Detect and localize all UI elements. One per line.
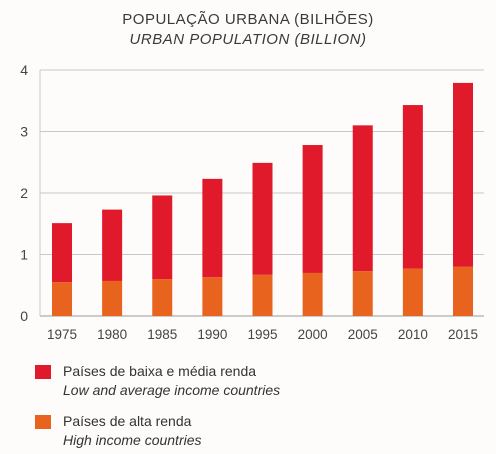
- bar-low-middle-income-2015: [453, 82, 473, 267]
- chart-subtitle: URBAN POPULATION (BILLION): [129, 31, 367, 48]
- bar-low-middle-income-2005: [352, 125, 373, 272]
- y-tick-label-4: 4: [20, 62, 28, 78]
- bar-high-income-2010: [402, 268, 423, 316]
- y-tick-label-0: 0: [20, 308, 28, 324]
- bar-high-income-1995: [252, 274, 273, 316]
- x-tick-label-2010: 2010: [398, 327, 428, 342]
- bar-high-income-2015: [453, 266, 473, 316]
- legend-label-low-middle-income-en: Low and average income countries: [63, 382, 281, 398]
- bar-high-income-1990: [202, 277, 223, 316]
- bar-low-middle-income-1975: [52, 223, 72, 283]
- bar-low-middle-income-1990: [202, 178, 223, 278]
- chart-title: POPULAÇÃO URBANA (BILHÕES): [122, 11, 374, 28]
- x-tick-label-2005: 2005: [348, 327, 378, 342]
- bar-high-income-1975: [52, 282, 72, 316]
- x-tick-label-1975: 1975: [47, 327, 77, 342]
- bar-low-middle-income-2000: [302, 145, 323, 273]
- x-tick-label-1985: 1985: [147, 327, 177, 342]
- bar-low-middle-income-1985: [152, 195, 173, 280]
- legend-label-high-income: Países de alta renda: [63, 413, 192, 429]
- bar-high-income-1980: [102, 280, 123, 316]
- bar-high-income-2005: [352, 271, 373, 316]
- bar-low-middle-income-1980: [102, 209, 123, 281]
- legend-label-low-middle-income: Países de baixa e média renda: [63, 363, 257, 379]
- legend-swatch-high-income: [35, 415, 51, 429]
- y-tick-label-1: 1: [20, 247, 28, 263]
- bar-high-income-1985: [152, 279, 173, 316]
- bar-low-middle-income-1995: [252, 162, 273, 275]
- y-tick-label-3: 3: [20, 124, 28, 140]
- x-tick-label-1980: 1980: [97, 327, 127, 342]
- x-tick-label-1990: 1990: [197, 327, 227, 342]
- urban-population-chart: 0 1 2 3 4 1975 1980 1985 1990 1995 2000 2005 2010 201…: [20, 62, 484, 342]
- x-tick-label-2015: 2015: [448, 327, 478, 342]
- y-tick-label-2: 2: [20, 185, 28, 201]
- bar-high-income-2000: [302, 272, 323, 316]
- x-tick-label-2000: 2000: [298, 327, 328, 342]
- bar-low-middle-income-2010: [402, 105, 423, 269]
- legend-swatch-low-middle-income: [35, 365, 51, 379]
- legend-label-high-income-en: High income countries: [63, 432, 202, 448]
- x-tick-label-1995: 1995: [247, 327, 277, 342]
